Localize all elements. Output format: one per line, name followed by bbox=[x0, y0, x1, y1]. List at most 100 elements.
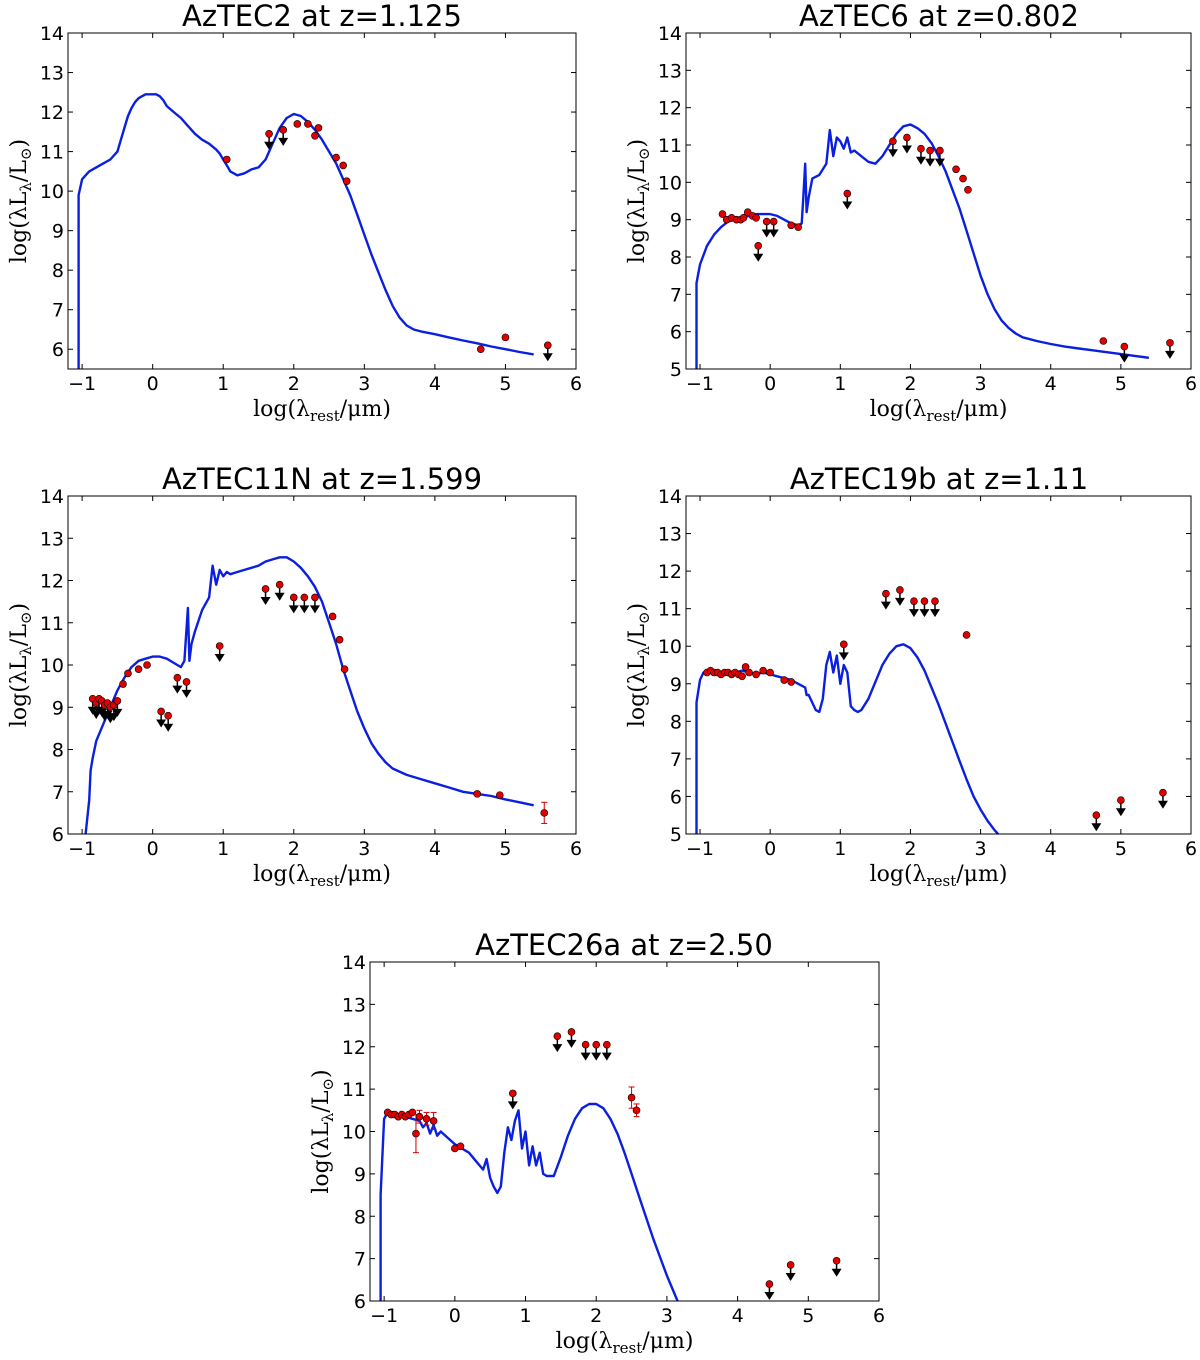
data-point bbox=[843, 189, 852, 198]
y-tick-label: 7 bbox=[52, 300, 64, 322]
upper-limit-arrow bbox=[934, 158, 945, 167]
data-point bbox=[335, 635, 344, 644]
upper-limit-arrow bbox=[214, 653, 225, 662]
y-tick-label: 12 bbox=[40, 102, 64, 124]
y-tick-label: 10 bbox=[658, 172, 682, 194]
x-tick-label: 4 bbox=[732, 1305, 744, 1327]
upper-limit-arrow bbox=[112, 708, 123, 717]
data-point bbox=[311, 131, 319, 140]
y-tick-label: 14 bbox=[658, 23, 682, 45]
data-point bbox=[456, 1142, 465, 1151]
y-tick-label: 10 bbox=[40, 181, 64, 203]
y-tick-label: 10 bbox=[342, 1122, 366, 1144]
data-point bbox=[289, 593, 298, 602]
y-tick-label: 8 bbox=[52, 260, 64, 282]
data-point bbox=[882, 589, 890, 598]
x-tick-label: 5 bbox=[802, 1305, 814, 1327]
y-tick-label: 9 bbox=[52, 697, 64, 719]
x-tick-label: −1 bbox=[370, 1305, 398, 1327]
data-point bbox=[1092, 811, 1101, 820]
data-point bbox=[339, 161, 347, 170]
data-point bbox=[1117, 796, 1125, 805]
upper-limit-arrow bbox=[288, 605, 299, 614]
data-point bbox=[293, 120, 302, 128]
data-point bbox=[786, 1261, 795, 1269]
data-point bbox=[300, 593, 309, 602]
y-tick-label: 9 bbox=[670, 210, 682, 232]
x-tick-label: 3 bbox=[975, 838, 987, 860]
upper-limit-arrow bbox=[1091, 823, 1102, 832]
x-tick-label: 0 bbox=[764, 838, 776, 860]
data-point bbox=[632, 1106, 641, 1115]
x-tick-label: 5 bbox=[1115, 838, 1127, 860]
x-axis-label: log(λrest/μm) bbox=[253, 397, 391, 425]
x-tick-label: −1 bbox=[68, 838, 96, 860]
data-point bbox=[581, 1040, 590, 1049]
data-point bbox=[415, 1112, 424, 1121]
upper-limit-arrow bbox=[768, 229, 779, 238]
y-tick-label: 6 bbox=[670, 322, 682, 344]
data-point bbox=[134, 665, 143, 674]
y-tick-label: 6 bbox=[52, 339, 64, 361]
x-tick-label: 2 bbox=[904, 838, 916, 860]
y-tick-label: 6 bbox=[52, 824, 64, 846]
x-tick-label: −1 bbox=[686, 838, 714, 860]
data-point bbox=[832, 1256, 841, 1265]
upper-limit-arrow bbox=[172, 685, 183, 694]
x-tick-label: −1 bbox=[686, 373, 714, 395]
data-point bbox=[314, 124, 323, 132]
data-point bbox=[952, 165, 960, 174]
upper-limit-arrow bbox=[156, 719, 167, 728]
y-axis-label: log(λLλ/L⊙) bbox=[625, 603, 653, 727]
data-point bbox=[157, 707, 165, 716]
x-tick-label: 6 bbox=[570, 838, 582, 860]
x-tick-label: 3 bbox=[661, 1305, 673, 1327]
upper-limit-arrow bbox=[785, 1272, 796, 1281]
data-point bbox=[540, 809, 549, 817]
data-point bbox=[1159, 788, 1167, 797]
y-axis-label: log(λLλ/L⊙) bbox=[7, 603, 35, 727]
y-tick-label: 10 bbox=[658, 636, 682, 658]
data-point bbox=[509, 1089, 517, 1098]
data-point bbox=[119, 680, 127, 688]
upper-limit-arrow bbox=[908, 609, 919, 618]
x-tick-label: 6 bbox=[1185, 373, 1197, 395]
data-point bbox=[889, 137, 897, 146]
data-point bbox=[917, 144, 925, 153]
upper-limit-arrow bbox=[591, 1052, 602, 1061]
sed-model-curve bbox=[77, 93, 534, 369]
x-tick-label: 4 bbox=[1045, 838, 1057, 860]
upper-limit-arrow bbox=[753, 253, 764, 262]
x-tick-label: 4 bbox=[429, 373, 441, 395]
upper-limit-arrow bbox=[761, 229, 772, 238]
panel-aztec11n: AzTEC11N at z=1.599 −1 0 1 2 3 4 5 667891011121… bbox=[7, 462, 582, 890]
x-axis-label: log(λrest/μm) bbox=[556, 1329, 694, 1357]
data-point bbox=[603, 1040, 611, 1049]
x-tick-label: 4 bbox=[429, 838, 441, 860]
upper-limit-arrow bbox=[1115, 808, 1126, 817]
x-tick-label: 2 bbox=[288, 838, 300, 860]
y-tick-label: 13 bbox=[658, 60, 682, 82]
upper-limit-arrow bbox=[601, 1052, 612, 1061]
data-point bbox=[495, 791, 504, 799]
panel-aztec19b: AzTEC19b at z=1.11 −1 0 1 2 3 4 5 6567891011121… bbox=[625, 462, 1197, 890]
upper-limit-arrow bbox=[552, 1044, 563, 1053]
x-tick-label: 1 bbox=[519, 1305, 531, 1327]
x-tick-label: 2 bbox=[288, 373, 300, 395]
data-point bbox=[752, 670, 760, 679]
data-point bbox=[752, 214, 760, 222]
y-tick-label: 14 bbox=[342, 952, 366, 974]
y-axis-label: log(λLλ/L⊙) bbox=[309, 1069, 337, 1193]
data-point bbox=[124, 669, 132, 678]
x-tick-label: 3 bbox=[975, 373, 987, 395]
y-tick-label: 5 bbox=[670, 359, 682, 381]
data-point bbox=[332, 153, 340, 162]
x-tick-label: −1 bbox=[68, 373, 96, 395]
x-axis-label: log(λrest/μm) bbox=[870, 397, 1008, 425]
data-point bbox=[553, 1032, 562, 1040]
data-point bbox=[476, 345, 485, 354]
data-point bbox=[741, 663, 750, 671]
data-point bbox=[745, 668, 753, 677]
data-point bbox=[173, 673, 182, 682]
upper-limit-arrow bbox=[542, 353, 553, 362]
